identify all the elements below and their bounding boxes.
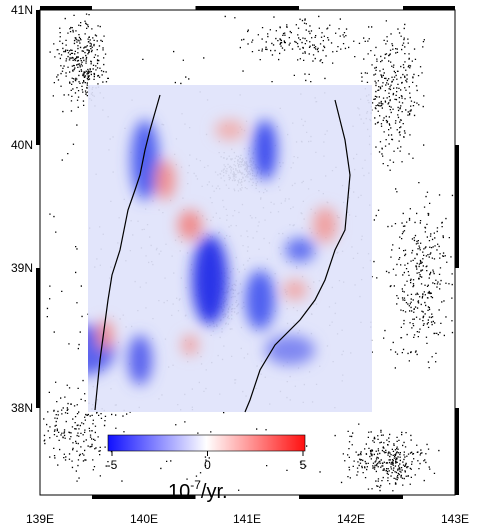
unit-exponent: -7 (190, 478, 201, 492)
unit-base: 10 (168, 481, 190, 503)
frame-seg (455, 408, 459, 495)
frame-seg (36, 10, 40, 145)
colorbar-unit: 10-7/yr. (168, 478, 228, 503)
lon-label: 139E (26, 512, 54, 526)
lon-label: 143E (441, 512, 469, 526)
frame-seg (40, 6, 92, 10)
seismicity (43, 13, 454, 492)
lat-label: 38N (11, 401, 33, 415)
lat-label: 40N (11, 138, 33, 152)
frame-seg (195, 6, 247, 10)
frame-seg (36, 268, 40, 408)
colorbar-tick-label: 5 (300, 458, 307, 472)
lon-label: 142E (337, 512, 365, 526)
frame-seg (144, 495, 196, 499)
strain-field (88, 85, 372, 412)
lat-label: 39N (11, 261, 33, 275)
frame-seg (247, 6, 299, 10)
lon-label: 141E (233, 512, 261, 526)
colorbar-tick-label: 0 (204, 458, 211, 472)
colorbar (107, 434, 306, 452)
frame-seg (299, 495, 351, 499)
unit-suffix: /yr. (201, 481, 228, 503)
frame-seg (455, 145, 459, 268)
colorbar-tick-label: -5 (107, 458, 118, 472)
lon-label: 140E (130, 512, 158, 526)
lat-label: 41N (11, 3, 33, 17)
seismic-dots (43, 13, 454, 492)
frame-seg (403, 6, 455, 10)
frame-seg (351, 495, 403, 499)
coastline (94, 94, 351, 413)
frame (36, 6, 459, 499)
frame-seg (92, 495, 144, 499)
